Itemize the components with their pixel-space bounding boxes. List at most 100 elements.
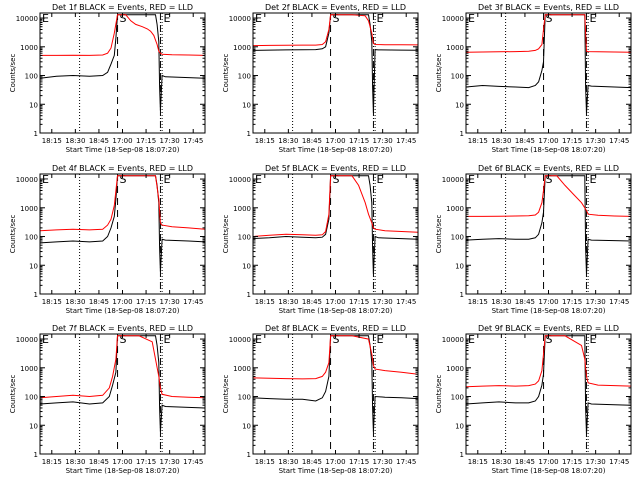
y-tick-label: 1 [34, 130, 38, 138]
x-tick-label: 18:15 [42, 137, 62, 145]
y-tick-label: 10000 [16, 336, 38, 344]
x-tick-label: 18:45 [89, 137, 109, 145]
marker-label-e: E [589, 333, 596, 346]
marker-label-e: E [468, 173, 475, 186]
x-tick-label: 18:15 [468, 298, 488, 306]
x-tick-label: 17:00 [325, 298, 345, 306]
x-tick-label: 17:45 [396, 298, 416, 306]
y-tick-label: 100 [238, 394, 251, 402]
x-tick-label: 18:15 [42, 458, 62, 466]
x-tick-label: 17:15 [349, 137, 369, 145]
x-tick-label: 17:00 [112, 458, 132, 466]
y-tick-label: 1000 [20, 205, 38, 213]
lld-series-line [466, 335, 631, 388]
x-tick-label: 18:45 [515, 458, 535, 466]
marker-label-s: S [546, 12, 553, 25]
y-tick-label: 10 [29, 422, 38, 430]
x-tick-label: 17:45 [609, 298, 629, 306]
marker-label-e: E [163, 12, 170, 25]
y-tick-label: 1000 [20, 44, 38, 52]
plot-frame [252, 333, 419, 455]
y-tick-label: 100 [451, 394, 464, 402]
plot-frame [252, 173, 419, 295]
y-tick-label: 10 [242, 101, 251, 109]
x-tick-label: 17:00 [325, 458, 345, 466]
y-tick-label: 1000 [446, 365, 464, 373]
marker-label-s: S [120, 12, 127, 25]
plot-frame [39, 12, 206, 134]
panel-title: Det 5f BLACK = Events, RED = LLD [265, 164, 406, 173]
marker-label-e: E [589, 12, 596, 25]
marker-label-e: E [255, 12, 262, 25]
y-tick-label: 1 [34, 291, 38, 299]
events-series-line [253, 14, 418, 113]
x-tick-label: 18:15 [42, 298, 62, 306]
x-tick-label: 18:45 [89, 458, 109, 466]
x-tick-label: 17:30 [160, 137, 180, 145]
x-tick-label: 18:30 [65, 298, 85, 306]
x-tick-label: 17:00 [538, 137, 558, 145]
y-axis-label: Counts/sec [222, 54, 230, 93]
x-axis-label: Start Time (18-Sep-08 18:07:20) [279, 146, 393, 154]
marker-label-e: E [376, 12, 383, 25]
y-tick-label: 10000 [16, 176, 38, 184]
x-tick-label: 17:15 [562, 298, 582, 306]
lld-series-line [253, 335, 418, 380]
plot-frame [39, 333, 206, 455]
x-tick-label: 18:45 [302, 298, 322, 306]
plot-frame [252, 12, 419, 134]
y-tick-label: 10 [455, 101, 464, 109]
x-tick-label: 17:45 [183, 298, 203, 306]
x-tick-label: 18:30 [278, 458, 298, 466]
x-tick-label: 17:15 [562, 458, 582, 466]
x-tick-label: 18:30 [278, 298, 298, 306]
x-axis-label: Start Time (18-Sep-08 18:07:20) [492, 146, 606, 154]
y-axis-label: Counts/sec [9, 54, 17, 93]
x-tick-label: 17:30 [160, 298, 180, 306]
x-tick-label: 17:30 [160, 458, 180, 466]
x-tick-label: 18:15 [255, 137, 275, 145]
marker-label-e: E [376, 173, 383, 186]
x-axis-label: Start Time (18-Sep-08 18:07:20) [66, 467, 180, 475]
panel-title: Det 6f BLACK = Events, RED = LLD [478, 164, 619, 173]
y-tick-label: 10 [29, 101, 38, 109]
marker-label-e: E [163, 333, 170, 346]
x-tick-label: 17:45 [609, 137, 629, 145]
y-tick-label: 1000 [233, 44, 251, 52]
lld-series-line [40, 175, 205, 232]
events-series-line [253, 175, 418, 274]
y-tick-label: 1 [460, 291, 464, 299]
marker-label-e: E [376, 333, 383, 346]
panel-title: Det 1f BLACK = Events, RED = LLD [52, 3, 193, 12]
y-axis-label: Counts/sec [9, 375, 17, 414]
events-series-line [40, 175, 205, 272]
x-tick-label: 17:30 [373, 458, 393, 466]
y-tick-label: 10000 [442, 15, 464, 23]
x-tick-label: 18:45 [515, 298, 535, 306]
x-tick-label: 17:00 [112, 298, 132, 306]
y-tick-label: 100 [25, 234, 38, 242]
y-tick-label: 10 [455, 262, 464, 270]
y-tick-label: 100 [451, 73, 464, 81]
x-tick-label: 18:30 [278, 137, 298, 145]
x-tick-label: 17:15 [562, 137, 582, 145]
y-axis-label: Counts/sec [222, 215, 230, 254]
y-tick-label: 1 [247, 451, 251, 459]
marker-label-s: S [333, 173, 340, 186]
x-tick-label: 17:30 [586, 458, 606, 466]
marker-label-s: S [120, 333, 127, 346]
panel-title: Det 2f BLACK = Events, RED = LLD [265, 3, 406, 12]
y-tick-label: 1000 [233, 205, 251, 213]
x-tick-label: 17:30 [373, 298, 393, 306]
x-tick-label: 18:15 [468, 458, 488, 466]
y-tick-label: 10000 [229, 15, 251, 23]
events-series-line [466, 335, 631, 434]
marker-label-e: E [163, 173, 170, 186]
marker-label-e: E [589, 173, 596, 186]
x-tick-label: 18:15 [255, 298, 275, 306]
marker-label-e: E [468, 12, 475, 25]
